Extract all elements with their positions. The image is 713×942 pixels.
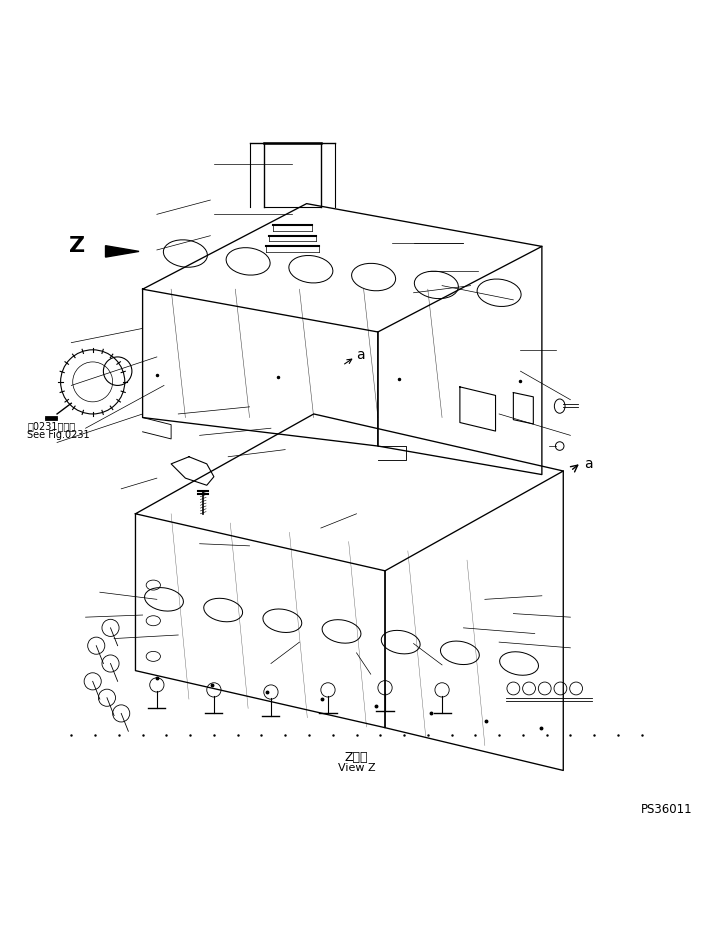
Text: 第0231図参照: 第0231図参照 bbox=[27, 421, 75, 431]
Text: a: a bbox=[584, 457, 593, 471]
Text: a: a bbox=[356, 349, 364, 363]
Text: PS36011: PS36011 bbox=[641, 804, 692, 816]
Text: See Fig.0231: See Fig.0231 bbox=[27, 430, 90, 440]
Text: View Z: View Z bbox=[338, 763, 375, 772]
Polygon shape bbox=[106, 246, 139, 257]
Text: Z　視: Z 視 bbox=[345, 751, 368, 764]
Text: Z: Z bbox=[69, 236, 85, 255]
